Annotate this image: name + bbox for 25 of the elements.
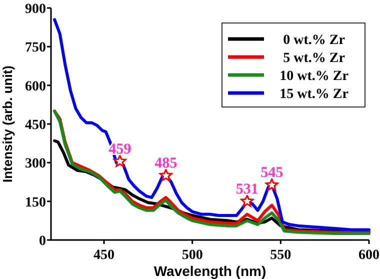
y-tick-label: 900 bbox=[25, 2, 46, 17]
y-tick-label: 0 bbox=[39, 234, 46, 249]
x-tick-label: 500 bbox=[182, 248, 203, 263]
y-tick-label: 600 bbox=[25, 79, 46, 94]
annotation: 485 bbox=[154, 156, 178, 172]
legend-label: 5 wt.% Zr bbox=[283, 51, 345, 66]
point bbox=[159, 168, 172, 182]
x-axis-title: Wavelength (nm) bbox=[154, 263, 266, 279]
x-tick-label: 600 bbox=[358, 248, 380, 263]
legend-label: 10 wt.% Zr bbox=[280, 69, 348, 84]
legend-label: 0 wt.% Zr bbox=[283, 33, 345, 48]
point bbox=[240, 194, 254, 207]
y-axis-title: Intensity (arb. unit) bbox=[0, 66, 15, 182]
y-tick-label: 300 bbox=[25, 156, 46, 172]
point bbox=[113, 154, 126, 167]
legend-label: 15 wt.% Zr bbox=[280, 87, 348, 102]
annotation: 545 bbox=[260, 165, 284, 182]
line-series bbox=[53, 18, 370, 232]
x-tick-label: 450 bbox=[94, 248, 114, 263]
x-tick-label: 550 bbox=[270, 248, 292, 263]
annotation: 531 bbox=[236, 181, 258, 198]
point bbox=[265, 178, 278, 191]
y-tick-label: 450 bbox=[25, 118, 46, 133]
y-tick-label: 150 bbox=[25, 195, 46, 210]
y-tick-label: 750 bbox=[25, 40, 46, 56]
